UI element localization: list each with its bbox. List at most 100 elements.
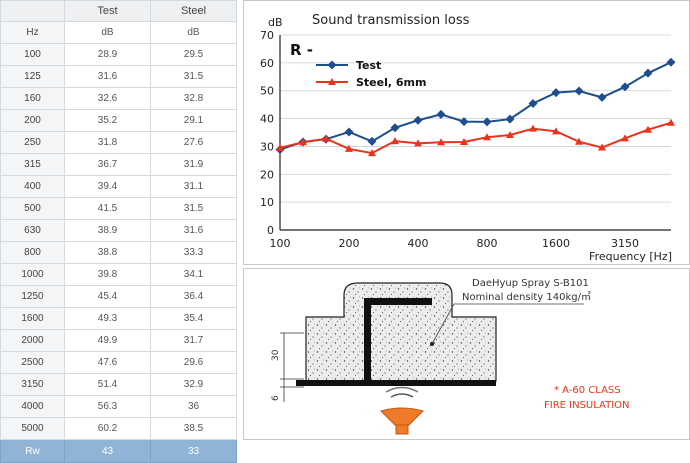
data-point-steel xyxy=(322,134,330,142)
test-cell: 31.8 xyxy=(64,131,151,154)
chart-panel: dB Sound transmission loss R - Frequency… xyxy=(243,0,690,265)
legend-marker xyxy=(328,78,336,85)
test-cell: 47.6 xyxy=(64,351,151,374)
table-row: 160 32.6 32.8 xyxy=(0,87,237,110)
hz-cell: 200 xyxy=(0,109,65,132)
insulation-detail-drawing: 30 6 DaeHyup Spray S-B101 Nominal densit… xyxy=(271,278,630,435)
callout-dot xyxy=(430,342,434,346)
rw-steel: 33 xyxy=(150,439,237,463)
data-point-test xyxy=(390,123,400,133)
table-row: 125 31.6 31.5 xyxy=(0,65,237,88)
x-tick-label: 400 xyxy=(408,237,429,250)
data-point-steel xyxy=(483,133,491,141)
test-cell: 31.6 xyxy=(64,65,151,88)
steel-cell: 33.3 xyxy=(150,241,237,264)
test-cell: 35.2 xyxy=(64,109,151,132)
steel-cell: 31.6 xyxy=(150,219,237,242)
table-row: 5000 60.2 38.5 xyxy=(0,417,237,440)
hz-cell: 1000 xyxy=(0,263,65,286)
data-point-steel xyxy=(299,138,307,146)
test-cell: 28.9 xyxy=(64,43,151,66)
series-line-steel xyxy=(279,121,672,155)
hz-cell: 800 xyxy=(0,241,65,264)
rw-test: 43 xyxy=(64,439,151,463)
hz-cell: 160 xyxy=(0,87,65,110)
nominal-density: Nominal density 140kg/㎥ xyxy=(462,290,591,303)
data-point-test xyxy=(367,136,377,146)
fire-insulation-label: FIRE INSULATION xyxy=(544,400,630,411)
data-point-steel xyxy=(368,149,376,157)
steel-cell: 38.5 xyxy=(150,417,237,440)
hz-cell: 100 xyxy=(0,43,65,66)
data-point-test xyxy=(528,99,538,109)
data-point-test xyxy=(413,115,423,125)
transmission-loss-table: Test Steel Hz dB dB 100 28.9 29.5 125 31.6 31… xyxy=(0,0,237,463)
y-tick-label: 0 xyxy=(267,224,274,237)
hz-cell: 2500 xyxy=(0,351,65,374)
hz-cell: 125 xyxy=(0,65,65,88)
hz-cell: 4000 xyxy=(0,395,65,418)
table-row: 630 38.9 31.6 xyxy=(0,219,237,242)
steel-cell: 34.1 xyxy=(150,263,237,286)
data-point-steel xyxy=(460,137,468,145)
test-cell: 41.5 xyxy=(64,197,151,220)
steel-cell: 31.5 xyxy=(150,197,237,220)
x-tick-label: 200 xyxy=(339,237,360,250)
dimension-lines xyxy=(280,332,304,402)
test-cell: 45.4 xyxy=(64,285,151,308)
legend-label: Test xyxy=(356,59,381,72)
test-cell: 38.8 xyxy=(64,241,151,264)
data-point-test xyxy=(597,92,607,102)
data-point-steel xyxy=(621,134,629,142)
steel-cell: 29.1 xyxy=(150,109,237,132)
x-axis-label: Frequency [Hz] xyxy=(589,250,672,263)
data-point-test xyxy=(505,114,515,124)
series-line-test xyxy=(279,61,672,151)
y-tick-label: 20 xyxy=(260,168,274,181)
test-cell: 38.9 xyxy=(64,219,151,242)
steel-cell: 35.4 xyxy=(150,307,237,330)
header-steel: Steel xyxy=(150,0,237,22)
callout-leader xyxy=(431,303,584,345)
x-tick-label: 800 xyxy=(477,237,498,250)
data-point-steel xyxy=(391,137,399,145)
hz-cell: 250 xyxy=(0,131,65,154)
data-point-steel xyxy=(414,139,422,147)
x-tick-label: 1600 xyxy=(542,237,570,250)
table-row: 1600 49.3 35.4 xyxy=(0,307,237,330)
test-cell: 36.7 xyxy=(64,153,151,176)
table-row: 200 35.2 29.1 xyxy=(0,109,237,132)
data-point-test xyxy=(482,117,492,127)
hz-cell: 2000 xyxy=(0,329,65,352)
data-point-steel xyxy=(529,124,537,132)
steel-cell: 27.6 xyxy=(150,131,237,154)
legend-label: Steel, 6mm xyxy=(356,76,426,89)
y-tick-label: 70 xyxy=(260,29,274,42)
steel-cell: 32.9 xyxy=(150,373,237,396)
data-point-test xyxy=(344,127,354,137)
chart-layer: 0 10 20 30 40 50 60 70 100 200 400 800 1600 3150 Test S… xyxy=(260,29,676,250)
table-row: 400 39.4 31.1 xyxy=(0,175,237,198)
data-point-test xyxy=(574,86,584,96)
fire-class: * A-60 CLASS xyxy=(554,385,621,396)
x-tick-label: 3150 xyxy=(611,237,639,250)
y-tick-label: 50 xyxy=(260,85,274,98)
data-point-steel xyxy=(506,131,514,139)
header-blank xyxy=(0,0,65,22)
hz-cell: 400 xyxy=(0,175,65,198)
data-point-test xyxy=(436,109,446,119)
data-point-steel xyxy=(575,137,583,145)
rw-label: Rw xyxy=(0,439,65,463)
steel-cell: 31.7 xyxy=(150,329,237,352)
data-point-test xyxy=(643,68,653,78)
y-tick-label: 40 xyxy=(260,113,274,126)
test-cell: 51.4 xyxy=(64,373,151,396)
test-cell: 32.6 xyxy=(64,87,151,110)
sound-transmission-chart: dB Sound transmission loss R - Frequency… xyxy=(260,13,676,263)
data-point-steel xyxy=(345,144,353,152)
data-point-steel xyxy=(667,118,675,126)
data-point-steel xyxy=(437,138,445,146)
test-cell: 49.3 xyxy=(64,307,151,330)
chart-title: Sound transmission loss xyxy=(312,13,470,28)
steel-stiffener-web xyxy=(364,298,371,380)
